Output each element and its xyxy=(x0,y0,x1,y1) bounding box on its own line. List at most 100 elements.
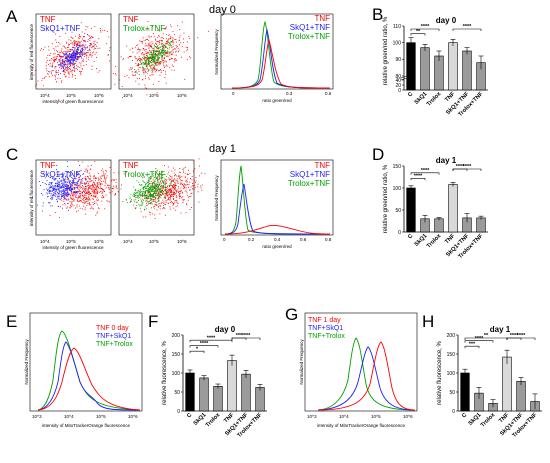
scatter-point xyxy=(92,184,94,186)
scatter-point xyxy=(67,56,69,58)
scatter-point xyxy=(193,170,195,171)
scatter-point xyxy=(60,63,61,65)
scatter-point xyxy=(154,183,156,185)
scatter-point xyxy=(134,189,136,191)
scatter-point xyxy=(68,179,70,181)
scatter-point xyxy=(46,57,48,59)
scatter-point xyxy=(66,189,67,191)
scatter-point xyxy=(177,203,179,204)
scatter-point xyxy=(36,83,38,85)
flow-histogram-e-legend-2: TNF+SkQ1 xyxy=(96,333,131,340)
scatter-point xyxy=(142,186,144,188)
scatter-point xyxy=(34,70,36,71)
scatter-point xyxy=(158,196,160,198)
scatter-point xyxy=(145,196,147,198)
scatter-point xyxy=(63,71,65,73)
scatter-point xyxy=(163,183,164,185)
scatter-point xyxy=(85,54,87,56)
scatter-point xyxy=(70,174,72,176)
scatter-point xyxy=(89,192,91,194)
scatter-point xyxy=(51,183,53,185)
scatter-point xyxy=(145,78,146,80)
scatter-point xyxy=(148,52,149,54)
scatter-point xyxy=(160,70,162,72)
scatter-point xyxy=(85,198,87,200)
scatter-point xyxy=(170,41,172,43)
scatter-point xyxy=(48,71,50,72)
scatter-point xyxy=(159,60,161,62)
scatter-point xyxy=(67,188,69,190)
scatter-point xyxy=(74,42,76,44)
scatter-point xyxy=(84,191,85,193)
scatter-point xyxy=(147,180,149,182)
scatter-point xyxy=(174,184,175,186)
scatter-point xyxy=(167,198,169,200)
scatter-point xyxy=(56,196,58,198)
scatter-point xyxy=(144,187,146,189)
scatter-point xyxy=(146,53,147,54)
scatter-point xyxy=(85,29,87,31)
flow-histogram-g-tick-3: 10^5 xyxy=(371,414,381,419)
scatter-point xyxy=(101,175,103,177)
scatter-point xyxy=(61,176,63,178)
scatter-point xyxy=(161,61,163,63)
scatter-point xyxy=(171,51,173,53)
scatter-point xyxy=(76,197,78,198)
scatter-point xyxy=(60,65,62,67)
flow-histogram-e-tick-1: 10^3 xyxy=(32,414,42,419)
scatter-point xyxy=(46,70,48,72)
scatter-point xyxy=(94,185,96,187)
scatter-point xyxy=(116,186,117,188)
scatter-point xyxy=(134,55,136,57)
scatter-point xyxy=(172,204,174,206)
scatter-point xyxy=(148,197,150,199)
scatter-point xyxy=(208,30,209,32)
scatter-point xyxy=(86,52,88,54)
scatter-point xyxy=(187,174,189,176)
scatter-point xyxy=(179,171,180,173)
scatter-point xyxy=(148,184,149,185)
scatter-point xyxy=(145,29,147,31)
scatter-point xyxy=(152,52,154,54)
scatter-point xyxy=(48,190,50,192)
scatter-point xyxy=(76,41,78,43)
scatter-point xyxy=(72,53,74,55)
scatter-point xyxy=(88,196,90,198)
scatter-point xyxy=(169,193,170,195)
scatter-point xyxy=(154,64,156,66)
scatter-point xyxy=(57,198,59,200)
scatter-point xyxy=(73,50,75,52)
scatter-point xyxy=(142,216,144,218)
scatter-point xyxy=(77,43,79,45)
scatter-point xyxy=(171,177,173,179)
scatter-point xyxy=(153,189,155,191)
scatter-point xyxy=(64,192,66,194)
scatter-point xyxy=(84,203,86,204)
scatter-point xyxy=(55,78,56,80)
scatter-point xyxy=(80,41,82,43)
scatter-point xyxy=(90,187,92,189)
scatter-point xyxy=(109,166,111,168)
scatter-point xyxy=(50,187,52,188)
scatter-point xyxy=(65,189,67,191)
scatter-point xyxy=(94,190,95,191)
scatter-point xyxy=(92,195,94,196)
scatter-a1-tick-1: 10^4 xyxy=(40,93,50,98)
scatter-point xyxy=(161,178,163,179)
scatter-point xyxy=(171,185,173,186)
scatter-point xyxy=(138,195,139,197)
scatter-point xyxy=(134,74,136,76)
scatter-a1-xlabel: intensity of green fluorescence xyxy=(42,99,104,104)
scatter-point xyxy=(156,29,158,31)
scatter-point xyxy=(78,58,80,60)
scatter-point xyxy=(170,201,172,202)
scatter-point xyxy=(78,179,80,181)
scatter-point xyxy=(137,49,138,51)
scatter-point xyxy=(169,202,171,203)
scatter-point xyxy=(171,47,173,48)
scatter-point xyxy=(46,188,48,190)
scatter-point xyxy=(161,187,163,189)
scatter-point xyxy=(56,72,58,73)
scatter-point xyxy=(171,49,173,51)
scatter-point xyxy=(92,190,94,192)
